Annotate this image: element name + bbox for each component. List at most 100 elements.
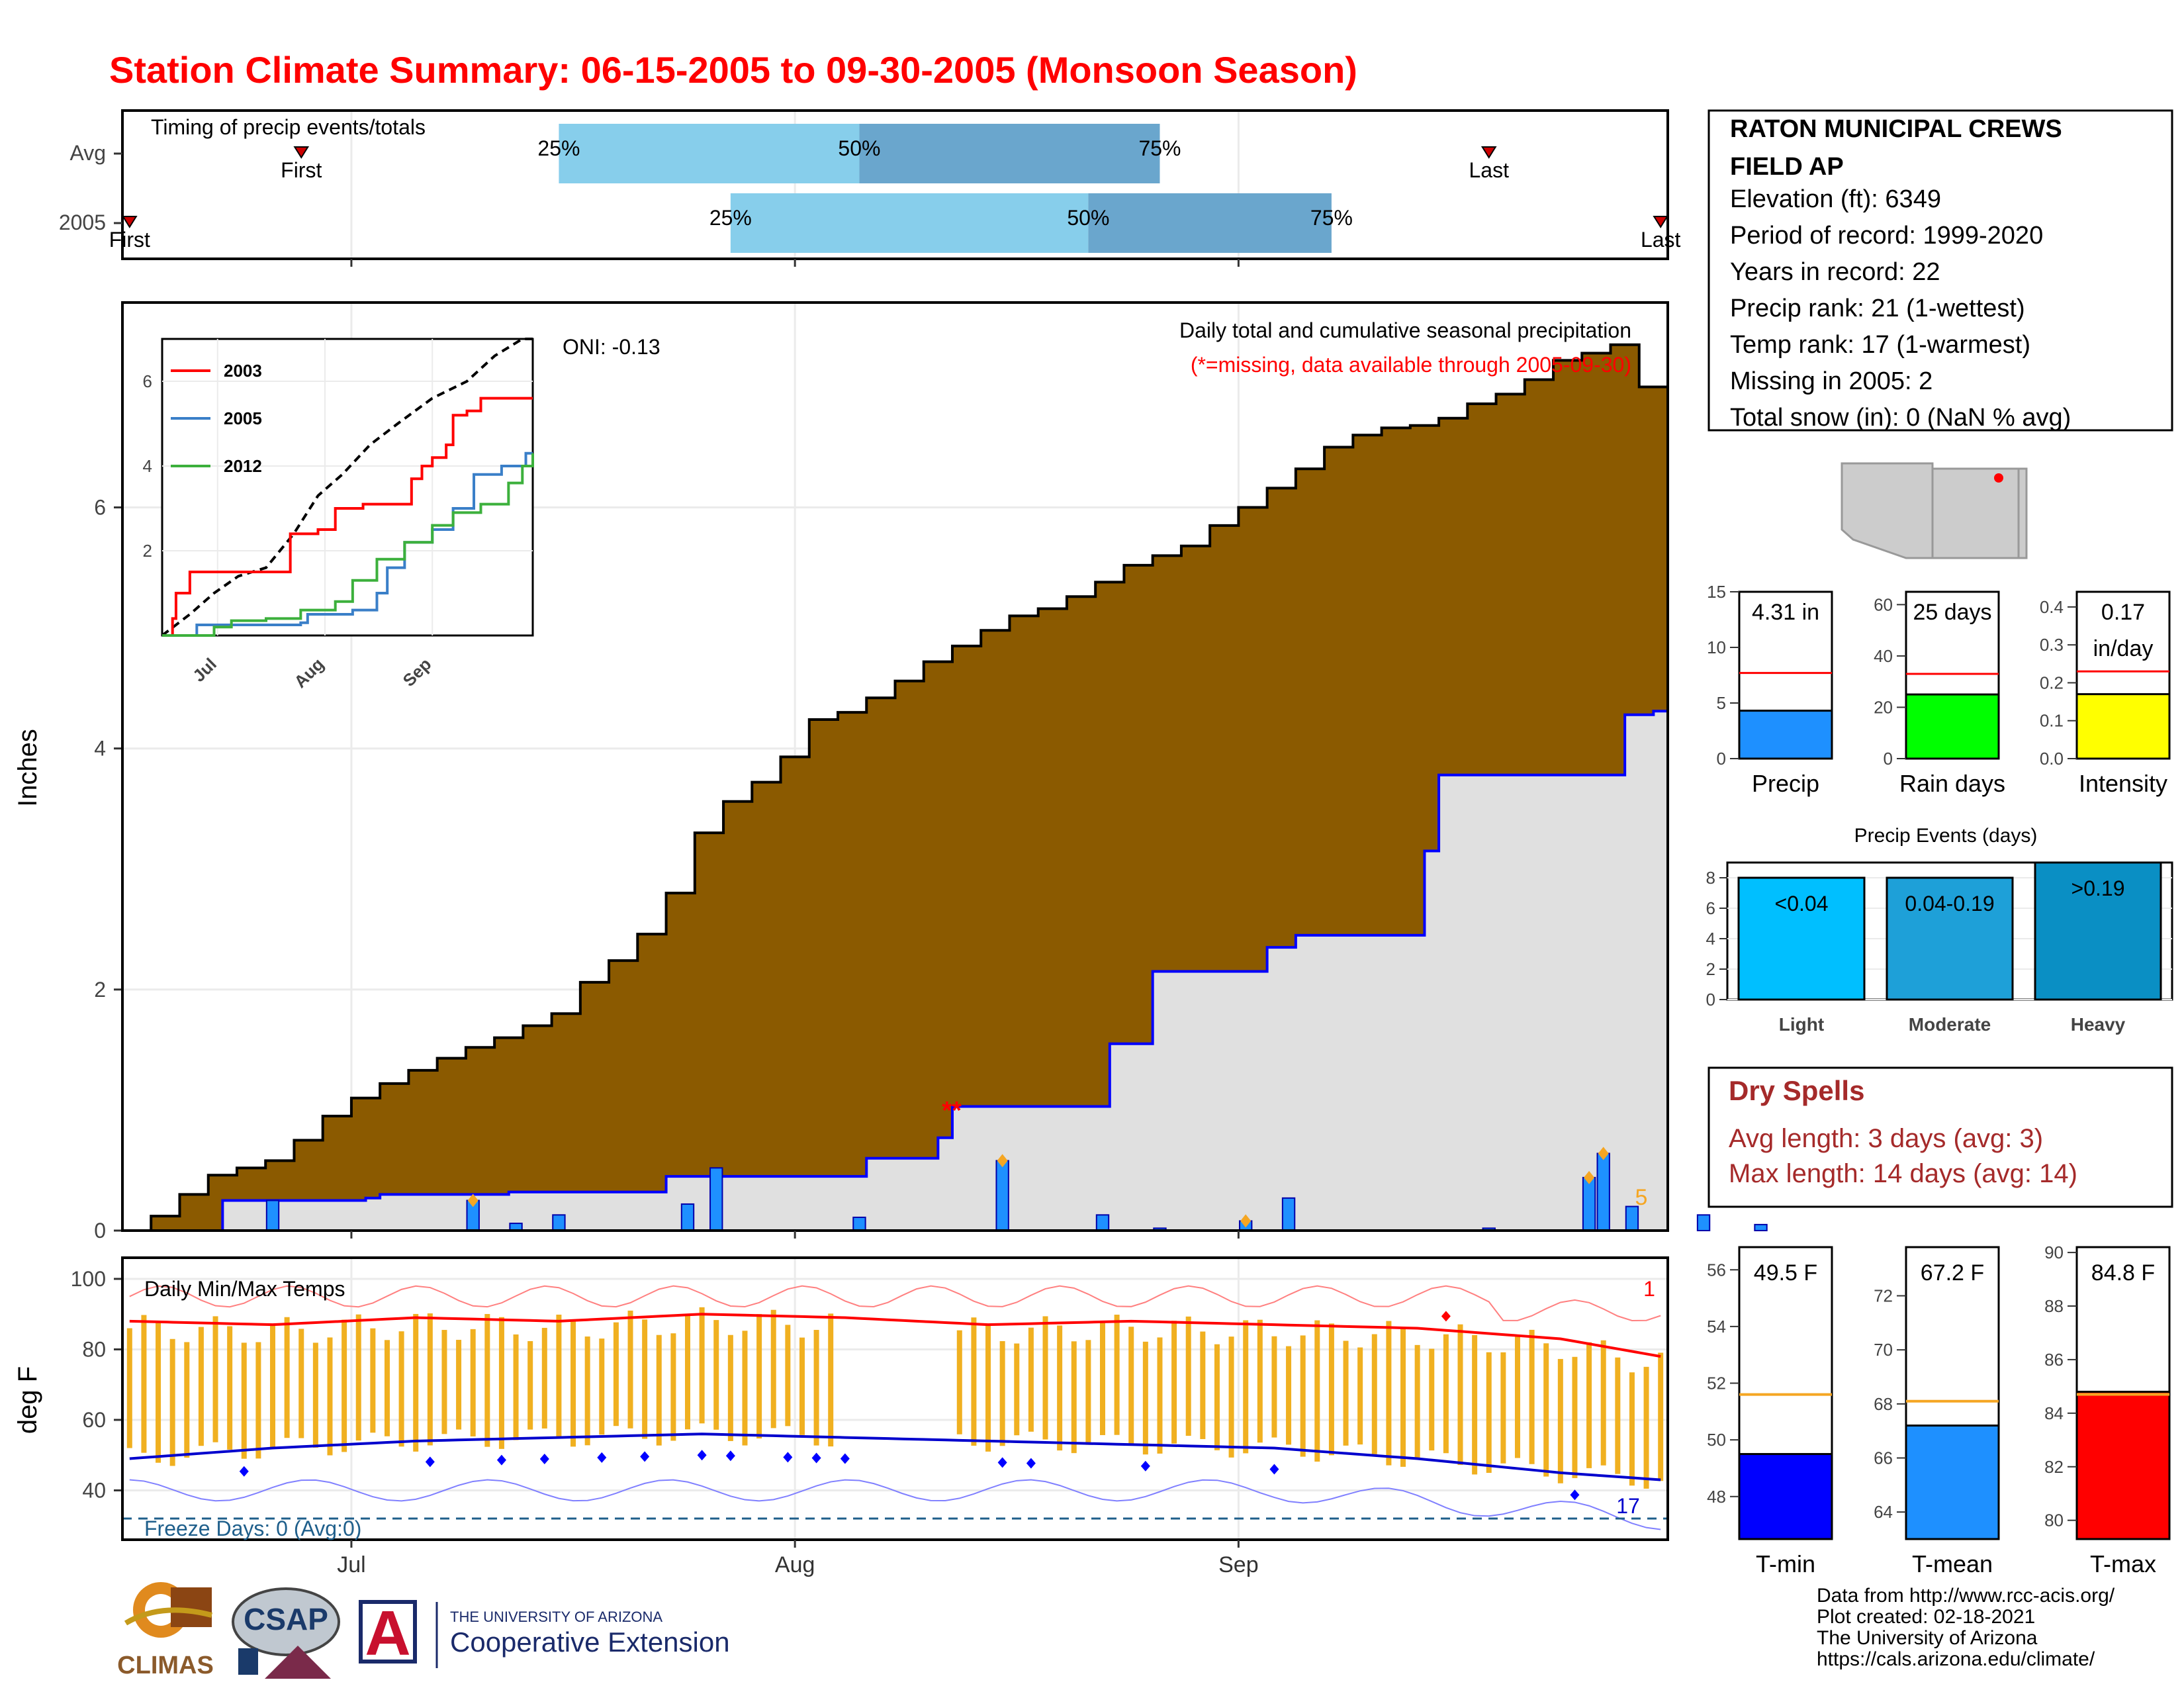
daily-temp-range-bar: [1629, 1372, 1635, 1486]
inset-y-tick-label: 6: [143, 371, 152, 391]
record-low-marker: [1269, 1464, 1279, 1475]
inset-series-line: [162, 453, 534, 637]
temp-bar-value-label: 84.8 F: [2091, 1260, 2155, 1286]
daily-precip-bar: [1582, 1176, 1596, 1232]
daily-precip-bar: [709, 1167, 723, 1231]
precip-note-line1: Daily total and cumulative seasonal prec…: [1179, 318, 1631, 342]
first-event-label: First: [281, 158, 322, 182]
timing-pct-label: 75%: [1310, 206, 1353, 230]
summary-bar-y-tick-label: 0.3: [2040, 635, 2064, 655]
daily-temp-range-bar: [599, 1338, 605, 1435]
daily-temp-range-bar: [1071, 1341, 1077, 1454]
daily-temp-range-bar: [999, 1340, 1005, 1446]
station-info-box: RATON MUNICIPAL CREWS FIELD AP Elevation…: [1707, 109, 2173, 432]
daily-temp-range-bar: [1257, 1319, 1263, 1443]
timing-panel-label: Timing of precip events/totals: [151, 115, 426, 139]
daily-temp-range-bar: [985, 1324, 991, 1452]
daily-precip-bar: [1696, 1214, 1711, 1231]
precip-events-panel: Precip Events (days) 0 2 4 6 8 <0.04 Light 0.04…: [1706, 825, 2173, 1035]
temp-bar-y-tick-label: 82: [2044, 1457, 2064, 1477]
cumulative-2005-area: [122, 711, 1666, 1231]
daily-temp-range-bar: [169, 1338, 175, 1466]
logo-ua-cooperative-extension: A THE UNIVERSITY OF ARIZONA Cooperative …: [359, 1598, 730, 1669]
record-high-line: [129, 1285, 1661, 1322]
precip-y-axis-label: Inches: [13, 729, 42, 807]
precip-events-bar-label: >0.19: [2071, 876, 2125, 900]
last-event-marker: [1653, 216, 1668, 228]
last-event-label: Last: [1469, 158, 1510, 182]
record-low-marker: [840, 1453, 850, 1464]
climas-logo-text: CLIMAS: [117, 1652, 214, 1679]
daily-temp-range-bar: [1472, 1335, 1478, 1475]
record-low-marker: [640, 1451, 650, 1462]
daily-temp-range-bar: [270, 1325, 276, 1448]
summary-bar-category-label: Rain days: [1899, 770, 2005, 797]
daily-temp-range-bar: [627, 1310, 633, 1429]
dry-spells-title: Dry Spells: [1729, 1075, 1864, 1106]
summary-bar-y-tick-label: 0.4: [2040, 597, 2064, 617]
precip-y-tick-label: 2: [94, 978, 106, 1002]
temp-bar-category-label: T-min: [1756, 1550, 1815, 1577]
station-info-line: Missing in 2005: 2: [1730, 367, 1933, 395]
summary-bar-y-tick-label: 15: [1707, 582, 1726, 602]
daily-temp-range-bar: [1400, 1327, 1406, 1467]
summary-bar-y-tick-label: 5: [1717, 693, 1726, 713]
station-name-line1: RATON MUNICIPAL CREWS: [1730, 115, 2062, 143]
daily-temp-range-bar: [1457, 1324, 1463, 1466]
temp-bar: [1738, 1453, 1833, 1540]
station-info-line: Period of record: 1999-2020: [1730, 222, 2043, 250]
x-tick-label: Aug: [775, 1552, 815, 1577]
daily-temp-range-bar: [227, 1326, 233, 1450]
daily-temp-range-bar: [1371, 1334, 1377, 1454]
timing-pct-label: 50%: [838, 136, 880, 160]
temp-bar-y-tick-label: 48: [1707, 1487, 1726, 1507]
summary-bar-y-tick-label: 0.0: [2040, 749, 2064, 769]
daily-temp-range-bar: [785, 1325, 791, 1427]
daily-temp-range-bar: [284, 1317, 290, 1438]
timing-bar-q1: [559, 124, 860, 183]
daily-temp-range-bar: [427, 1313, 433, 1446]
dry-spells-avg: Avg length: 3 days (avg: 3): [1729, 1124, 2043, 1153]
daily-temp-range-bar: [441, 1330, 447, 1434]
credits: Data from http://www.rcc-acis.org/Plot c…: [1817, 1585, 2115, 1670]
inset-legend-label: 2003: [224, 361, 262, 381]
daily-temp-range-bar: [255, 1342, 261, 1459]
station-info-line: Elevation (ft): 6349: [1730, 185, 1941, 213]
credit-line: Plot created: 02-18-2021: [1817, 1606, 2035, 1628]
summary-bar-value-label: 25 days: [1913, 600, 1991, 625]
temp-bar-y-tick-label: 70: [1874, 1340, 1893, 1360]
daily-temp-range-bar: [1557, 1358, 1563, 1483]
first-event-marker: [122, 216, 138, 228]
temp-bar-y-tick-label: 84: [2044, 1403, 2064, 1423]
temp-y-tick-label: 100: [71, 1267, 106, 1291]
daily-temp-range-bar: [141, 1315, 147, 1453]
precip-note-line2: (*=missing, data available through 2005-…: [1191, 353, 1631, 377]
daily-temp-range-bar: [1572, 1356, 1578, 1478]
temp-bar-value-label: 49.5 F: [1754, 1260, 1817, 1286]
cumulative-avg-line: [122, 343, 1666, 1232]
summary-bar-y-tick-label: 0: [1884, 749, 1893, 769]
daily-temp-range-bar: [656, 1335, 662, 1446]
daily-temp-range-bar: [1514, 1336, 1520, 1458]
missing-marker: **: [942, 1097, 962, 1125]
daily-temp-range-bar: [1386, 1321, 1392, 1466]
record-low-count: 17: [1616, 1494, 1640, 1518]
logo-climas: CLIMAS: [117, 1582, 214, 1679]
daily-temp-range-bar: [384, 1340, 390, 1436]
daily-temp-range-bar: [456, 1340, 462, 1430]
temp-bar-y-tick-label: 54: [1707, 1317, 1726, 1336]
daily-temp-range-bar: [642, 1319, 648, 1439]
daily-temp-range-bar: [298, 1329, 304, 1438]
daily-temp-range-bar: [1271, 1336, 1277, 1438]
daily-temp-range-bar: [1586, 1342, 1592, 1468]
inset-frame: [161, 338, 534, 637]
daily-temp-range-bar: [756, 1314, 762, 1439]
temp-bar-category-label: T-mean: [1912, 1550, 1993, 1577]
summary-bar: [2075, 693, 2171, 760]
first-event-label: First: [109, 228, 150, 252]
daily-temp-range-bar: [527, 1340, 533, 1430]
daily-temp-range-bar: [828, 1313, 834, 1447]
summary-bar-y-tick-label: 60: [1874, 594, 1893, 614]
average-tmin-line: [129, 1432, 1661, 1481]
